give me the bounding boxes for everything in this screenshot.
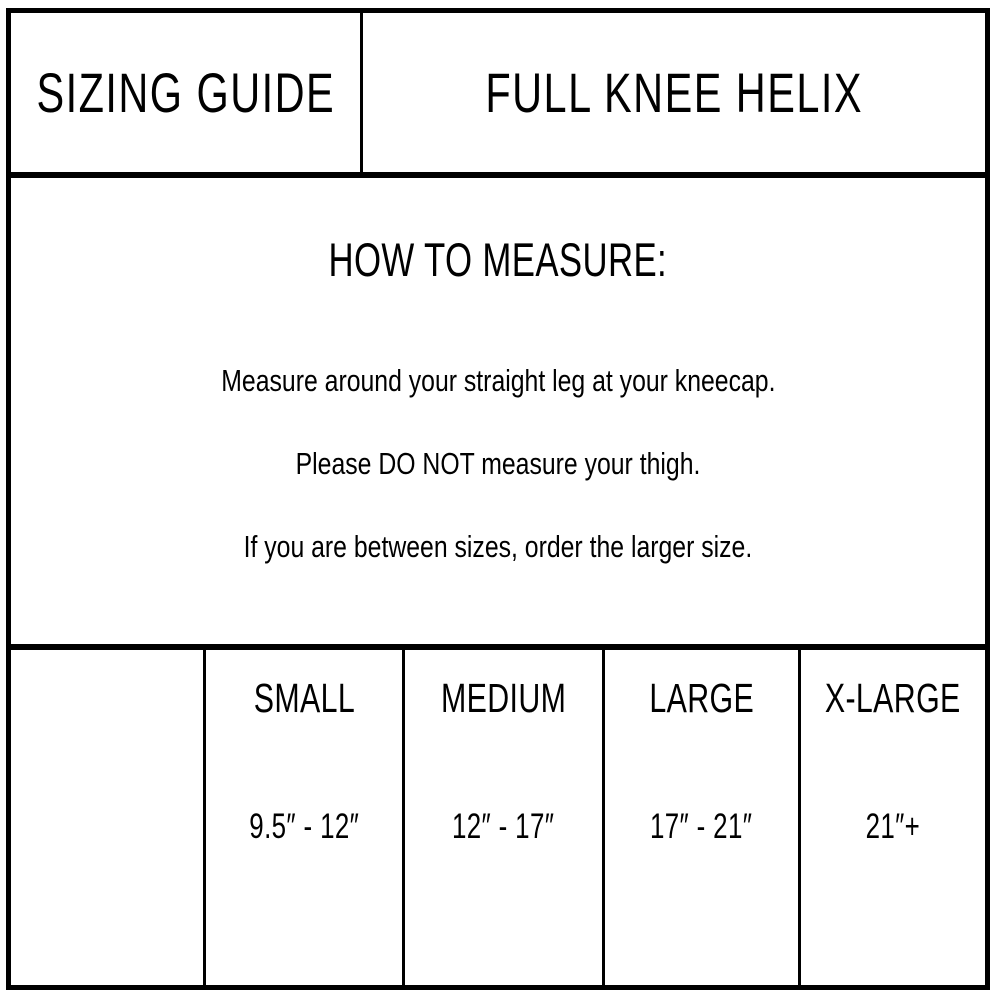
sizing-guide-title: SIZING GUIDE xyxy=(36,61,335,124)
header-cell-sizing-guide: SIZING GUIDE xyxy=(11,13,363,172)
size-column-medium: MEDIUM 12″ - 17″ xyxy=(405,650,605,987)
size-table: SMALL 9.5″ - 12″ MEDIUM 12″ - 17″ LARGE … xyxy=(11,650,985,987)
instruction-line-2: Please DO NOT measure your thigh. xyxy=(295,446,701,481)
size-column-x-large: X-LARGE 21″+ xyxy=(801,650,985,987)
size-measurement-small: 9.5″ - 12″ xyxy=(249,806,359,846)
size-column-large: LARGE 17″ - 21″ xyxy=(605,650,801,987)
size-label-small: SMALL xyxy=(253,674,355,721)
size-column-small: SMALL 9.5″ - 12″ xyxy=(206,650,405,987)
product-name-title: FULL KNEE HELIX xyxy=(485,61,863,124)
header-cell-product-name: FULL KNEE HELIX xyxy=(363,13,985,172)
size-measurement-x-large: 21″+ xyxy=(865,806,921,846)
instruction-line-1: Measure around your straight leg at your… xyxy=(220,363,776,398)
size-measurement-large: 17″ - 21″ xyxy=(650,806,753,846)
size-label-large: LARGE xyxy=(649,674,754,721)
size-label-x-large: X-LARGE xyxy=(825,674,961,721)
size-table-row-label-cell xyxy=(11,650,206,987)
how-to-measure-heading: HOW TO MEASURE: xyxy=(328,233,668,286)
size-label-medium: MEDIUM xyxy=(440,674,567,721)
instructions-section: HOW TO MEASURE: Measure around your stra… xyxy=(11,178,985,650)
sizing-guide-chart: SIZING GUIDE FULL KNEE HELIX HOW TO MEAS… xyxy=(6,8,990,990)
chart-header-row: SIZING GUIDE FULL KNEE HELIX xyxy=(11,13,985,178)
size-measurement-medium: 12″ - 17″ xyxy=(452,806,555,846)
instruction-line-3: If you are between sizes, order the larg… xyxy=(243,529,753,564)
